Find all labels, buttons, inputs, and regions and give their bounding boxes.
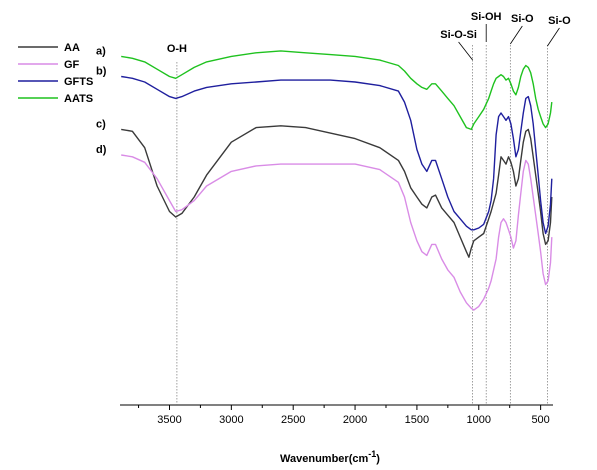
legend: AA GF GFTS AATS: [18, 42, 93, 105]
legend-label: AATS: [64, 93, 93, 105]
peak-annotation: O-H: [167, 43, 187, 55]
x-tick-label: 1000: [467, 414, 491, 426]
x-axis: 3500 3000 2500 2000 1500 1000 500: [138, 405, 550, 426]
legend-label: GFTS: [64, 76, 93, 88]
spectra: [121, 50, 553, 311]
annotation-arrow: [458, 41, 473, 61]
spectrum-label: d): [96, 144, 107, 156]
spectrum-label: b): [96, 66, 107, 78]
spectrum-label: a): [96, 45, 106, 57]
spectrum-label: c): [96, 118, 106, 130]
x-tick-label: 2500: [281, 414, 305, 426]
peak-annotation: Si-O: [511, 13, 534, 25]
x-tick-label: 500: [531, 414, 549, 426]
series-gf-line: [121, 154, 553, 311]
x-tick-label: 3500: [157, 414, 181, 426]
legend-label: GF: [64, 59, 80, 71]
spectrum-labels: c) d) b) a): [96, 45, 107, 156]
series-aats-line: [121, 50, 553, 131]
x-tick-label: 1500: [405, 414, 429, 426]
peak-annotation: Si-OH: [471, 11, 502, 23]
x-axis-label: Wavenumber(cm-1): [280, 449, 380, 465]
reference-lines: [176, 45, 548, 405]
peak-annotations: O-H Si-O-Si Si-OH Si-O Si-O: [167, 11, 571, 61]
peak-annotation: Si-O-Si: [440, 29, 477, 41]
series-aa-line: [121, 125, 553, 258]
peak-annotation: Si-O: [548, 15, 571, 27]
annotation-arrow: [547, 27, 560, 47]
x-tick-label: 2000: [343, 414, 367, 426]
series-gfts-line: [121, 75, 553, 235]
x-tick-label: 3000: [219, 414, 243, 426]
annotation-arrow: [509, 25, 523, 45]
legend-label: AA: [64, 42, 80, 54]
